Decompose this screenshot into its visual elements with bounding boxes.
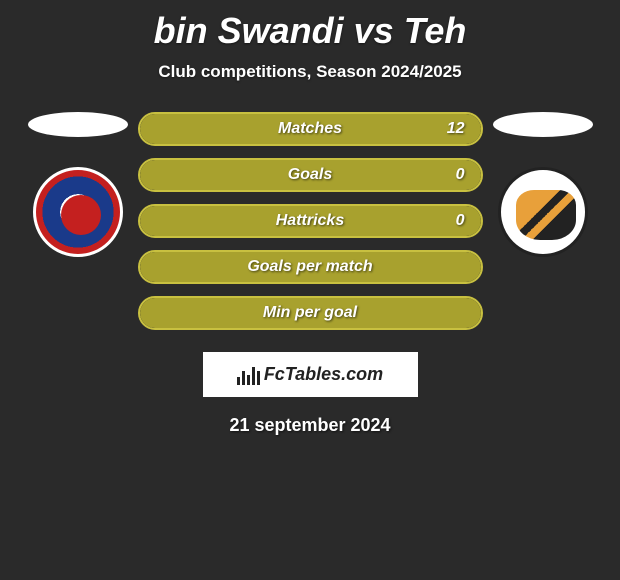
stat-bar: Min per goal	[138, 296, 483, 330]
comparison-container: Matches12Goals0Hattricks0Goals per match…	[0, 112, 620, 330]
stat-bar: Hattricks0	[138, 204, 483, 238]
stat-label: Goals per match	[140, 258, 481, 276]
stat-label: Matches	[140, 120, 481, 138]
stat-bar: Goals0	[138, 158, 483, 192]
stat-value-right: 0	[456, 166, 465, 184]
stat-label: Min per goal	[140, 304, 481, 322]
stat-bar: Matches12	[138, 112, 483, 146]
stat-label: Hattricks	[140, 212, 481, 230]
stat-bars: Matches12Goals0Hattricks0Goals per match…	[138, 112, 483, 330]
subtitle: Club competitions, Season 2024/2025	[0, 62, 620, 82]
page-title: bin Swandi vs Teh	[0, 0, 620, 52]
right-side	[483, 112, 603, 257]
stat-value-right: 0	[456, 212, 465, 230]
stat-bar: Goals per match	[138, 250, 483, 284]
fctables-text: FcTables.com	[264, 364, 383, 385]
left-club-logo	[33, 167, 123, 257]
right-club-logo	[498, 167, 588, 257]
left-side	[18, 112, 138, 257]
left-player-silhouette	[28, 112, 128, 137]
fctables-icon	[237, 365, 260, 385]
stat-label: Goals	[140, 166, 481, 184]
fctables-attribution: FcTables.com	[203, 352, 418, 397]
right-player-silhouette	[493, 112, 593, 137]
stat-value-right: 12	[447, 120, 465, 138]
date-text: 21 september 2024	[0, 415, 620, 436]
